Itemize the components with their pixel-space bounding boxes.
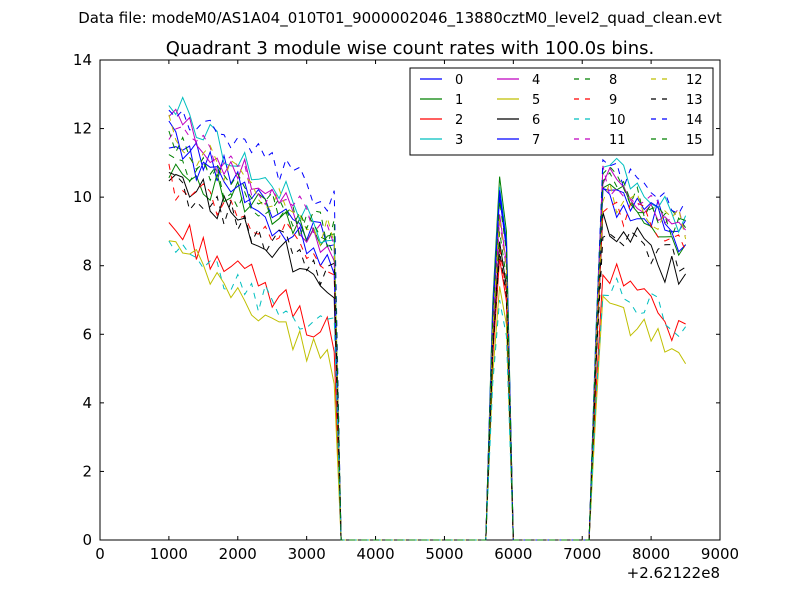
x-tick-label: 3000 bbox=[288, 545, 326, 563]
legend-label-7: 7 bbox=[532, 133, 540, 148]
legend-label-12: 12 bbox=[686, 73, 703, 88]
x-tick-label: 0 bbox=[95, 545, 105, 563]
series-line-13 bbox=[168, 172, 686, 541]
series-line-9 bbox=[168, 163, 687, 541]
y-tick-label: 8 bbox=[82, 257, 92, 275]
legend-label-10: 10 bbox=[609, 113, 626, 128]
legend-label-15: 15 bbox=[686, 133, 703, 148]
x-tick-label: 4000 bbox=[356, 545, 394, 563]
legend-label-6: 6 bbox=[532, 113, 540, 128]
legend-label-3: 3 bbox=[455, 133, 463, 148]
series-line-5 bbox=[168, 240, 687, 541]
series-line-6 bbox=[168, 173, 687, 541]
legend-label-0: 0 bbox=[455, 73, 463, 88]
x-offset-label: +2.62122e8 bbox=[627, 564, 720, 582]
x-tick-label: 8000 bbox=[632, 545, 670, 563]
series-line-3 bbox=[168, 96, 687, 541]
series-lines bbox=[168, 96, 687, 541]
series-line-0 bbox=[168, 120, 687, 541]
data-file-title: Data file: modeM0/AS1A04_010T01_90000020… bbox=[78, 9, 722, 27]
y-tick-label: 4 bbox=[82, 394, 92, 412]
x-tick-label: 9000 bbox=[701, 545, 739, 563]
x-tick-label: 2000 bbox=[219, 545, 257, 563]
legend-label-14: 14 bbox=[686, 113, 703, 128]
legend-label-4: 4 bbox=[532, 73, 540, 88]
series-line-10 bbox=[168, 240, 687, 541]
y-tick-label: 14 bbox=[73, 51, 92, 69]
series-line-8 bbox=[168, 154, 686, 541]
series-line-1 bbox=[168, 163, 687, 541]
x-tick-label: 1000 bbox=[150, 545, 188, 563]
legend-label-8: 8 bbox=[609, 73, 617, 88]
x-tick-label: 5000 bbox=[425, 545, 463, 563]
y-tick-label: 2 bbox=[82, 462, 92, 480]
series-line-14 bbox=[168, 109, 687, 541]
series-line-2 bbox=[168, 222, 686, 541]
legend-label-13: 13 bbox=[686, 93, 703, 108]
y-tick-label: 10 bbox=[73, 188, 92, 206]
legend-label-5: 5 bbox=[532, 93, 540, 108]
x-tick-label: 6000 bbox=[494, 545, 532, 563]
series-line-4 bbox=[168, 108, 686, 541]
legend-label-1: 1 bbox=[455, 93, 463, 108]
y-tick-label: 6 bbox=[82, 325, 92, 343]
series-line-12 bbox=[168, 114, 687, 541]
legend-label-2: 2 bbox=[455, 113, 463, 128]
x-tick-label: 7000 bbox=[563, 545, 601, 563]
y-tick-label: 0 bbox=[82, 531, 92, 549]
series-line-7 bbox=[168, 145, 686, 541]
legend-label-9: 9 bbox=[609, 93, 617, 108]
axes: 0 1000 2000 3000 4000 5000 6000 7000 8000 9000 0 2 4… bbox=[73, 51, 739, 563]
legend-label-11: 11 bbox=[609, 133, 626, 148]
legend-box bbox=[409, 67, 714, 156]
chart-title: Quadrant 3 module wise count rates with … bbox=[166, 38, 655, 59]
y-tick-label: 12 bbox=[73, 120, 92, 138]
